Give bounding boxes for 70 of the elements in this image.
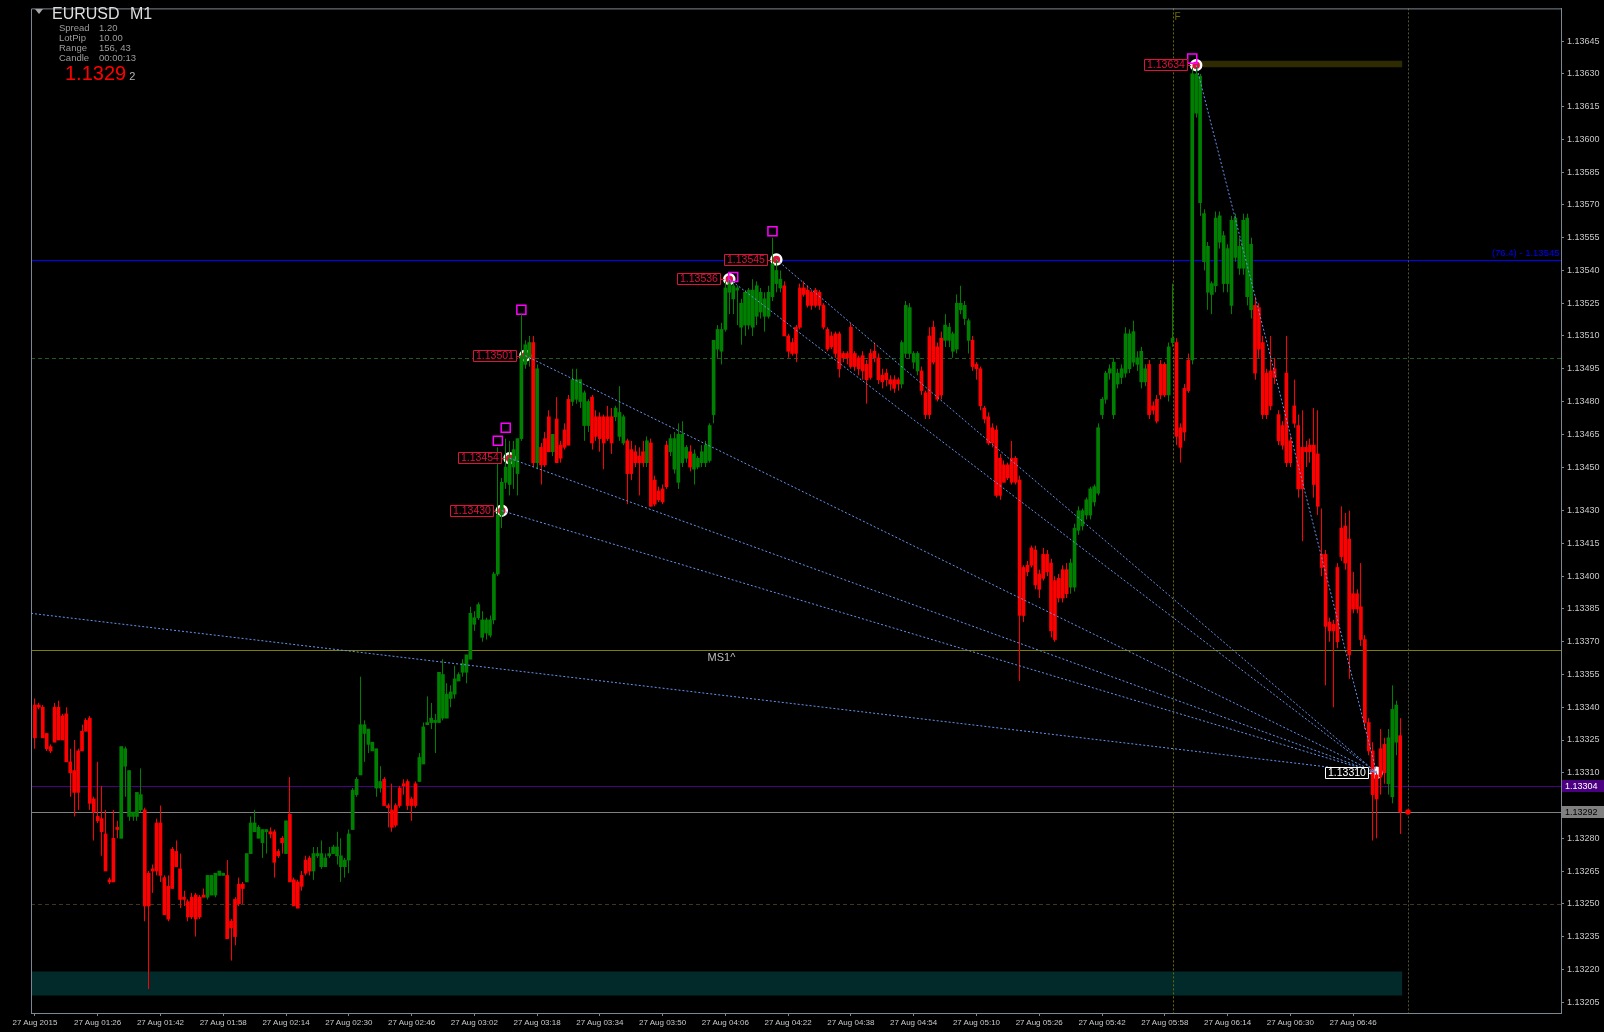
annotation: (76.4) - 1.13545 <box>1491 247 1560 259</box>
x-tick-label: 27 Aug 03:02 <box>450 1018 499 1027</box>
x-tick-label: 27 Aug 01:26 <box>74 1018 122 1027</box>
annotation: 2 <box>129 70 136 82</box>
chart-title: EURUSD M1 <box>52 5 153 22</box>
x-tick-label: 27 Aug 03:18 <box>513 1018 562 1027</box>
x-tick-label: 27 Aug 06:46 <box>1329 1018 1378 1027</box>
y-tick-label: 1.13205 <box>1567 996 1600 1007</box>
text: LotPip 10.00 <box>59 32 123 43</box>
y-tick-label: 1.13645 <box>1567 35 1600 46</box>
y-tick-label: 1.13450 <box>1567 461 1600 472</box>
x-tick-label: 27 Aug 06:30 <box>1266 1018 1315 1027</box>
y-tick-label: 1.13340 <box>1567 701 1600 712</box>
x-tick-label: 27 Aug 04:38 <box>827 1018 876 1027</box>
data-label: 1.13310 <box>1328 766 1367 779</box>
data-label: 1.13545 <box>727 253 766 266</box>
y-tick-label: 1.13525 <box>1567 297 1600 308</box>
y-tick-label: 1.13430 <box>1567 505 1600 516</box>
y-tick-label: 1.13355 <box>1567 668 1600 679</box>
annotation: 1.1329 <box>65 62 127 84</box>
y-tick-label: 1.13220 <box>1567 963 1600 974</box>
y-tick-label: 1.13630 <box>1567 68 1600 79</box>
y-tick-label: 1.13495 <box>1567 363 1600 374</box>
text: Range 156, 43 <box>59 42 131 53</box>
y-tick-label: 1.13265 <box>1567 865 1600 876</box>
x-tick-label: 27 Aug 2015 <box>12 1018 58 1027</box>
y-tick-label: 1.13510 <box>1567 330 1600 341</box>
y-tick-label: 1.13480 <box>1567 395 1600 406</box>
x-tick-label: 27 Aug 02:46 <box>387 1018 436 1027</box>
y-tick-label: 1.13235 <box>1567 931 1600 942</box>
y-tick-label: 1.13585 <box>1567 166 1600 177</box>
data-label: 1.13454 <box>461 451 500 464</box>
y-tick-label: 1.13555 <box>1567 232 1600 243</box>
y-tick-label: 1.13310 <box>1567 767 1600 778</box>
x-tick-label: 27 Aug 04:54 <box>890 1018 938 1027</box>
x-tick-label: 27 Aug 02:14 <box>262 1018 311 1027</box>
x-tick-label: 27 Aug 06:14 <box>1203 1018 1252 1027</box>
y-tick-label: 1.13325 <box>1567 734 1600 745</box>
y-tick-label: 1.13465 <box>1567 428 1600 439</box>
data-label: 1.13501 <box>476 349 515 362</box>
ref-line-label: 1.13304 <box>1565 780 1598 791</box>
y-tick-label: 1.13540 <box>1567 264 1600 275</box>
x-tick-label: 27 Aug 01:58 <box>199 1018 248 1027</box>
x-tick-label: 27 Aug 01:42 <box>136 1018 185 1027</box>
ref-line-label: F <box>1174 11 1181 23</box>
data-label: 1.13634 <box>1147 58 1186 71</box>
x-tick-label: 27 Aug 05:26 <box>1015 1018 1064 1027</box>
data-label: 1.13536 <box>680 272 719 285</box>
data-label: 1.13430 <box>453 504 492 517</box>
x-tick-label: 27 Aug 02:30 <box>325 1018 373 1027</box>
x-tick-label: 27 Aug 03:34 <box>576 1018 624 1027</box>
y-tick-label: 1.13615 <box>1567 101 1600 112</box>
ref-line-label: 1.13292 <box>1565 806 1598 817</box>
x-tick-label: 27 Aug 03:50 <box>639 1018 687 1027</box>
y-tick-label: 1.13415 <box>1567 537 1600 548</box>
x-tick-label: 27 Aug 05:42 <box>1078 1018 1127 1027</box>
y-tick-label: 1.13280 <box>1567 832 1600 843</box>
y-tick-label: 1.13385 <box>1567 603 1600 614</box>
x-tick-label: 27 Aug 04:06 <box>701 1018 750 1027</box>
annotation: MS1^ <box>707 651 737 663</box>
x-tick-label: 27 Aug 05:58 <box>1141 1018 1189 1027</box>
x-tick-label: 27 Aug 04:22 <box>764 1018 813 1027</box>
y-tick-label: 1.13570 <box>1567 199 1600 210</box>
annotation: Spread 1.20 <box>59 22 118 33</box>
y-tick-label: 1.13370 <box>1567 636 1600 647</box>
x-tick-label: 27 Aug 05:10 <box>952 1018 1001 1027</box>
y-tick-label: 1.13400 <box>1567 570 1600 581</box>
annotation: Candle 00:00:13 <box>59 52 136 63</box>
y-tick-label: 1.13600 <box>1567 133 1600 144</box>
y-tick-label: 1.13250 <box>1567 898 1600 909</box>
